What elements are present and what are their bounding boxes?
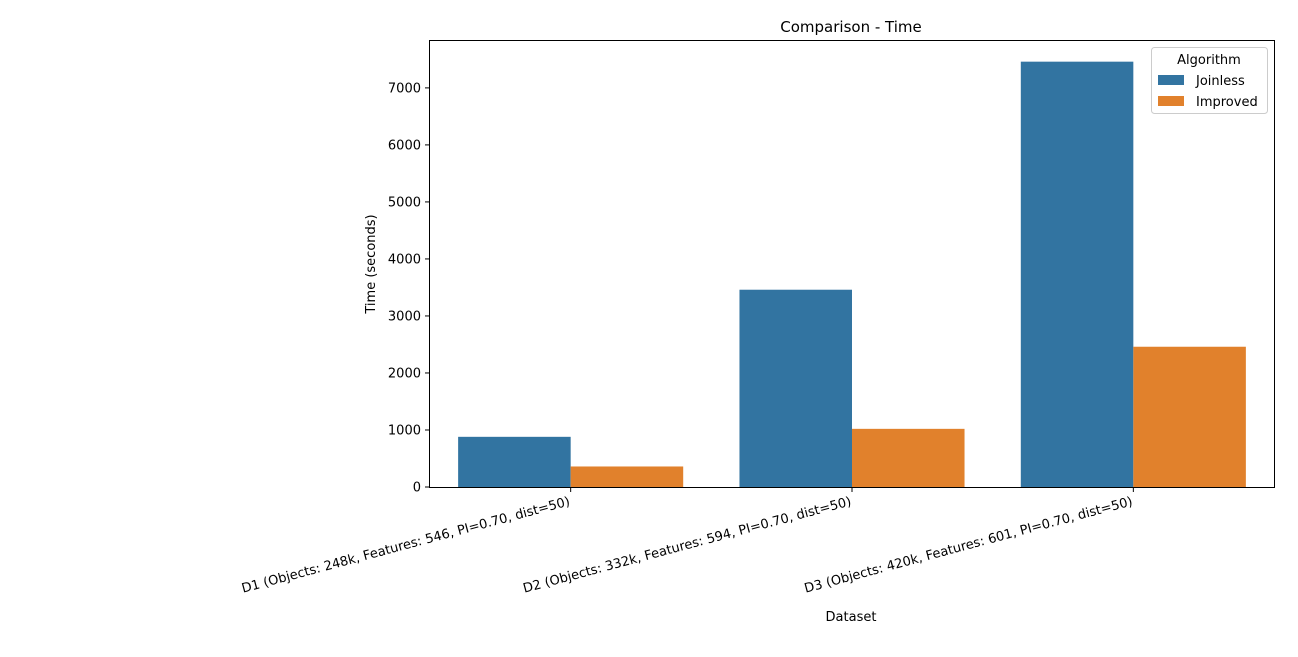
legend-label-joinless: Joinless (1195, 74, 1245, 89)
x-tick-label: D3 (Objects: 420k, Features: 601, PI=0.7… (803, 494, 1135, 596)
chart-title: Comparison - Time (780, 18, 921, 36)
bar-improved-3 (1133, 346, 1246, 487)
y-tick-label: 5000 (388, 195, 421, 210)
plot-frame (429, 40, 1275, 488)
y-tick-label: 2000 (388, 366, 421, 381)
legend-swatch-improved (1158, 96, 1184, 106)
y-tick-label: 1000 (388, 423, 421, 438)
bar-improved-1 (570, 466, 684, 487)
bar-joinless-3 (1020, 61, 1134, 487)
bar-joinless-2 (739, 289, 852, 487)
legend-title: Algorithm (1177, 53, 1241, 68)
y-tick-label: 0 (413, 481, 421, 496)
legend-swatch-joinless (1158, 75, 1184, 85)
legend-label-improved: Improved (1196, 95, 1258, 110)
legend: Algorithm Joinless Improved (1151, 47, 1268, 114)
bar-improved-2 (852, 428, 965, 487)
y-tick-label: 3000 (388, 309, 421, 324)
x-axis-label: Dataset (826, 610, 877, 625)
y-axis-label: Time (seconds) (364, 214, 379, 314)
y-tick-label: 7000 (388, 81, 421, 96)
bar-joinless-1 (458, 436, 571, 487)
y-tick-label: 4000 (388, 252, 421, 267)
y-tick-label: 6000 (388, 138, 421, 153)
